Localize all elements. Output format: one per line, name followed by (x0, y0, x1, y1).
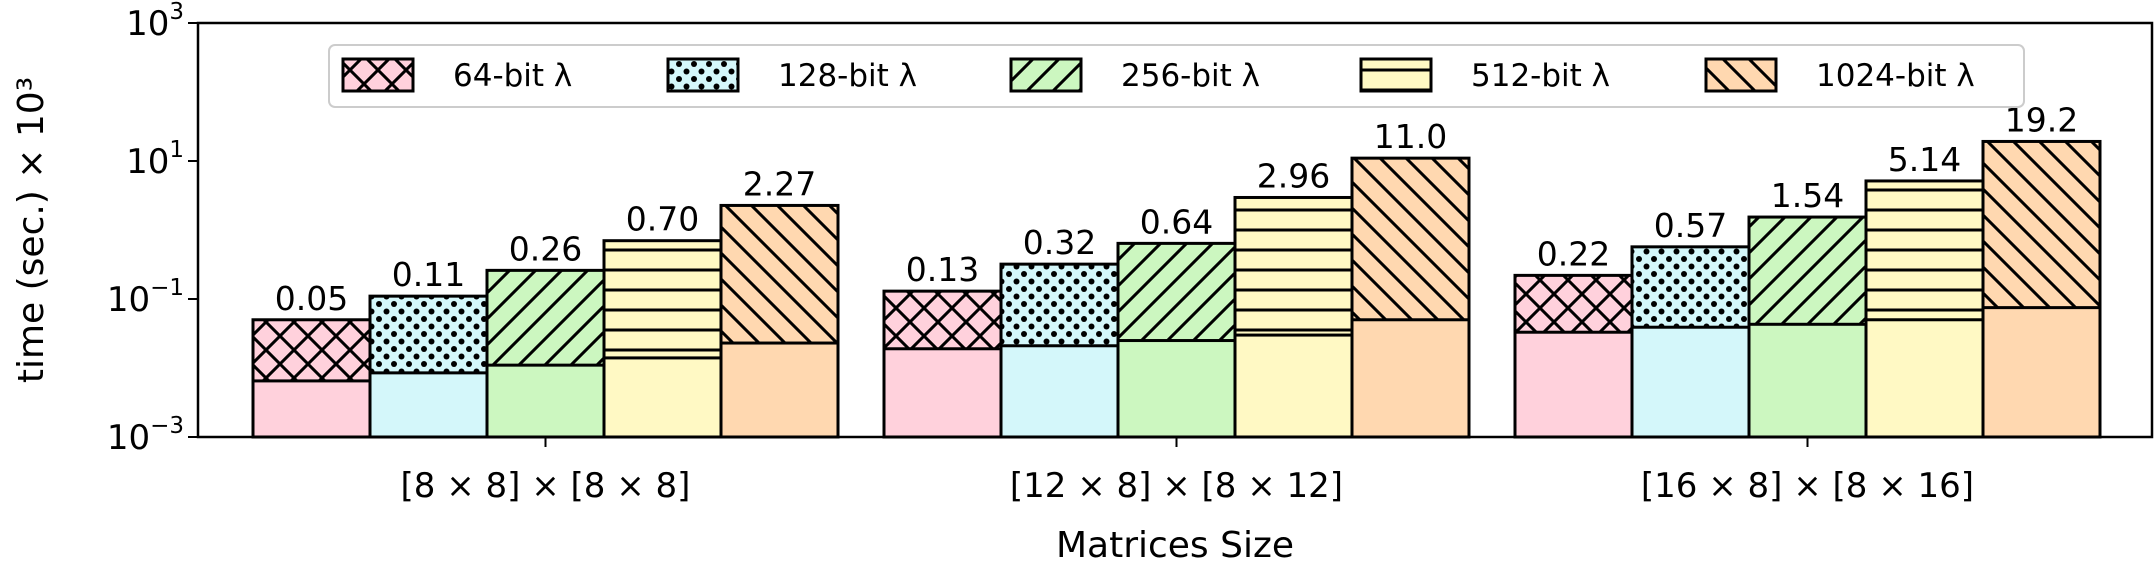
legend-label-4: 1024-bit λ (1816, 58, 1975, 94)
bar-hatch-4-2 (1983, 141, 2100, 308)
legend-swatch-hatch-0 (341, 57, 415, 93)
bar-hatch-2-2 (1749, 217, 1866, 325)
bar-hatch-3-1 (1235, 197, 1352, 336)
y-axis-label: time (sec.) × 10³ (11, 77, 52, 383)
data-label-0-1: 0.13 (906, 250, 979, 289)
data-label-1-0: 0.11 (392, 255, 465, 294)
data-label-2-1: 0.64 (1140, 202, 1213, 241)
y-tick-label-2: 101 (126, 137, 184, 182)
bar-hatch-1-1 (1001, 264, 1118, 346)
bar-hatch-2-1 (1118, 243, 1235, 341)
data-label-2-2: 1.54 (1771, 176, 1844, 215)
legend-label-0: 64-bit λ (453, 58, 572, 94)
bar-hatch-2-0 (487, 270, 604, 366)
data-label-2-0: 0.26 (509, 229, 582, 268)
data-label-4-1: 11.0 (1374, 117, 1447, 156)
data-label-4-0: 2.27 (743, 164, 816, 203)
data-label-3-1: 2.96 (1257, 156, 1330, 195)
bar-hatch-1-0 (370, 296, 487, 373)
data-label-1-2: 0.57 (1654, 206, 1727, 245)
x-tick-label-1: [12 × 8] × [8 × 12] (1010, 466, 1343, 506)
data-label-3-2: 5.14 (1888, 140, 1961, 179)
y-tick-label-3: 103 (126, 0, 184, 44)
x-tick-label-2: [16 × 8] × [8 × 16] (1641, 466, 1974, 506)
plot-frame (196, 21, 2154, 439)
legend-swatch-hatch-3 (1359, 57, 1433, 93)
legend-label-1: 128-bit λ (778, 58, 917, 94)
bar-hatch-0-2 (1515, 275, 1632, 333)
data-label-1-1: 0.32 (1023, 223, 1096, 262)
legend-swatch-hatch-2 (1009, 57, 1083, 93)
bar-hatch-3-0 (604, 240, 721, 358)
legend-label-2: 256-bit λ (1121, 58, 1260, 94)
data-label-0-0: 0.05 (275, 279, 348, 318)
legend-swatch-hatch-4 (1704, 57, 1778, 93)
bar-hatch-1-2 (1632, 246, 1749, 328)
bar-hatch-4-0 (721, 205, 838, 344)
y-tick-label-0: 10−3 (107, 413, 184, 458)
legend-box (328, 44, 2025, 108)
bar-hatch-4-1 (1352, 158, 1469, 320)
x-tick-label-0: [8 × 8] × [8 × 8] (401, 466, 691, 506)
y-tick-label-1: 10−1 (107, 275, 184, 320)
data-label-3-0: 0.70 (626, 200, 699, 239)
legend-label-3: 512-bit λ (1471, 58, 1610, 94)
x-axis-label: Matrices Size (1056, 525, 1294, 566)
bar-hatch-0-1 (884, 291, 1001, 349)
legend-swatch-hatch-1 (666, 57, 740, 93)
data-label-0-2: 0.22 (1537, 234, 1610, 273)
bar-hatch-0-0 (253, 319, 370, 381)
bar-hatch-3-2 (1866, 180, 1983, 320)
